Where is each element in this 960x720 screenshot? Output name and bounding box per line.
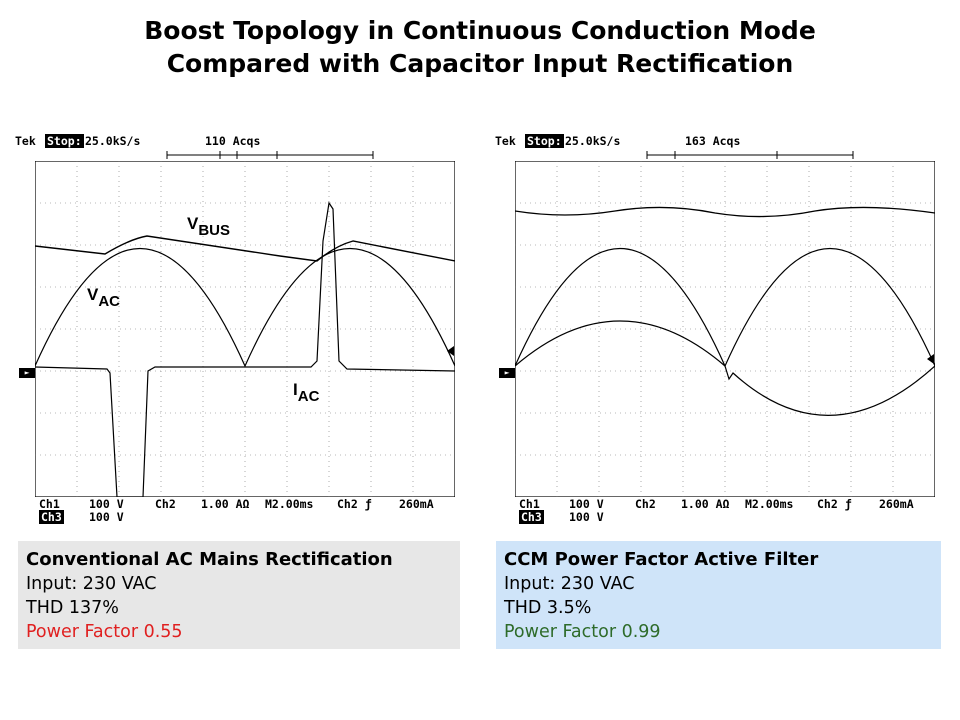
vbus-trace [35,235,455,262]
right-oscilloscope-capture: Tek Stop: 25.0kS/s 163 Acqs ► Ch1 100 V … [495,130,945,526]
ch2-label: Ch2 [635,497,656,511]
left-waveform-display [35,161,455,497]
sample-rate: 25.0kS/s [85,134,141,148]
trigger-source: Ch2 ƒ [337,497,372,511]
ch2-label: Ch2 [155,497,176,511]
ch1-scale: 100 V [89,497,124,511]
summary-power-factor: Power Factor 0.99 [504,622,661,642]
summary-input: Input: 230 VAC [504,574,635,594]
iac-trace [515,320,935,416]
vac-trace [35,248,455,368]
acquisition-count: 163 Acqs [685,134,741,148]
stop-badge: Stop: [45,134,84,148]
timebase: M2.00ms [745,497,794,511]
right-waveform-display [515,161,935,497]
ground-marker: ► [499,368,515,378]
summary-heading: Conventional AC Mains Rectification [26,549,393,570]
title-line-2: Compared with Capacitor Input Rectificat… [166,49,794,78]
tek-label: Tek [495,134,516,148]
trigger-level: 260mA [399,497,434,511]
slide-title: Boost Topology in Continuous Conduction … [0,14,960,80]
ground-marker: ► [19,368,35,378]
tek-label: Tek [15,134,36,148]
left-oscilloscope-capture: Tek Stop: 25.0kS/s 110 Acqs ► VBUS VAC I… [15,130,465,526]
sample-rate: 25.0kS/s [565,134,621,148]
ch2-scale: 1.00 AΩ [201,497,250,511]
ch1-label: Ch1 [519,497,540,511]
acq-bracket [646,151,854,159]
trigger-source: Ch2 ƒ [817,497,852,511]
summary-power-factor: Power Factor 0.55 [26,622,183,642]
summary-thd: THD 137% [26,598,119,618]
ch1-scale: 100 V [569,497,604,511]
ch3-label: Ch3 [39,510,64,524]
title-line-1: Boost Topology in Continuous Conduction … [144,16,816,45]
vac-label: VAC [87,285,121,310]
summary-input: Input: 230 VAC [26,574,157,594]
timebase: M2.00ms [265,497,314,511]
ch3-scale: 100 V [569,510,604,524]
ch3-scale: 100 V [89,510,124,524]
vbus-trace [515,206,935,218]
stop-badge: Stop: [525,134,564,148]
ch1-label: Ch1 [39,497,60,511]
conventional-rectification-summary: Conventional AC Mains Rectification Inpu… [18,541,460,649]
summary-heading: CCM Power Factor Active Filter [504,549,819,570]
acq-bracket [166,151,374,159]
ch2-scale: 1.00 AΩ [681,497,730,511]
ccm-filter-summary: CCM Power Factor Active Filter Input: 23… [496,541,941,649]
trigger-level: 260mA [879,497,914,511]
iac-trace [35,201,455,497]
acquisition-count: 110 Acqs [205,134,261,148]
summary-thd: THD 3.5% [504,598,592,618]
ch3-label: Ch3 [519,510,544,524]
iac-label: IAC [293,380,320,405]
vbus-label: VBUS [187,214,231,239]
